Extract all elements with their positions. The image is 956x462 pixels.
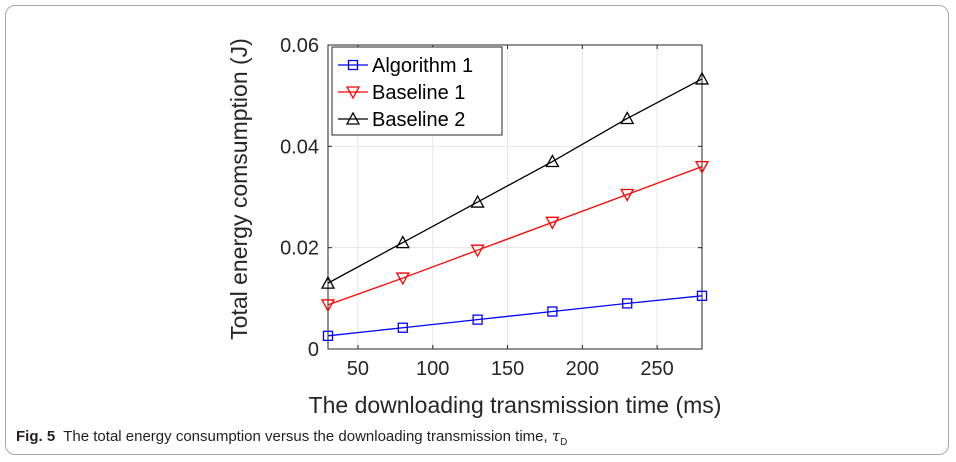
data-point-series-1	[397, 322, 408, 333]
legend-label: Baseline 1	[372, 82, 465, 104]
data-point-series-2	[545, 216, 560, 230]
caption-symbol: τ	[551, 427, 561, 445]
x-tick-label: 200	[566, 358, 599, 380]
y-tick-label: 0	[308, 339, 319, 361]
legend-box	[331, 46, 503, 136]
plot-border	[327, 44, 703, 350]
y-tick-label: 0.04	[280, 136, 319, 158]
x-tick-label: 150	[491, 358, 524, 380]
data-point-series-2	[694, 160, 710, 174]
data-point-series-3	[620, 111, 635, 125]
legend-marker	[347, 59, 359, 71]
data-point-series-2	[620, 188, 635, 202]
y-tick-label: 0.02	[280, 238, 319, 260]
data-point-series-3	[470, 194, 485, 208]
line-chart: 50 100 150 200 250 0 0.02 0.04 0.06 The downloadi…	[226, 35, 722, 418]
x-tick-label: 250	[640, 358, 673, 380]
x-axis-label: The downloading transmission time (ms)	[309, 392, 722, 418]
data-point-series-1	[622, 298, 633, 309]
legend-marker	[345, 86, 361, 100]
data-point-series-3	[320, 275, 336, 289]
data-point-series-1	[472, 314, 483, 325]
data-point-series-2	[320, 299, 336, 313]
legend-label: Baseline 2	[372, 109, 465, 131]
data-point-series-1	[547, 306, 558, 317]
series-line-1	[327, 295, 703, 337]
data-point-series-2	[470, 244, 485, 258]
data-point-series-1	[322, 330, 334, 341]
data-point-series-3	[694, 71, 710, 85]
series-line-3	[327, 78, 703, 284]
y-axis-label: Total energy comsumption (J)	[226, 38, 252, 340]
figure-frame	[5, 5, 949, 455]
data-point-series-3	[395, 235, 410, 249]
figure-caption: Fig. 5 The total energy consumption vers…	[16, 427, 567, 448]
caption-subscript: D	[560, 437, 568, 448]
caption-label: Fig. 5	[16, 428, 56, 445]
x-tick-label: 50	[347, 358, 369, 380]
x-tick-label: 100	[416, 358, 449, 380]
data-point-series-1	[696, 290, 708, 301]
caption-text: The total energy consumption versus the …	[63, 428, 552, 445]
data-point-series-3	[545, 154, 560, 168]
legend-label: Algorithm 1	[372, 55, 473, 77]
y-tick-label: 0.06	[280, 35, 319, 57]
legend-marker	[345, 111, 361, 125]
series-line-2	[327, 165, 703, 306]
data-point-series-2	[395, 272, 410, 286]
